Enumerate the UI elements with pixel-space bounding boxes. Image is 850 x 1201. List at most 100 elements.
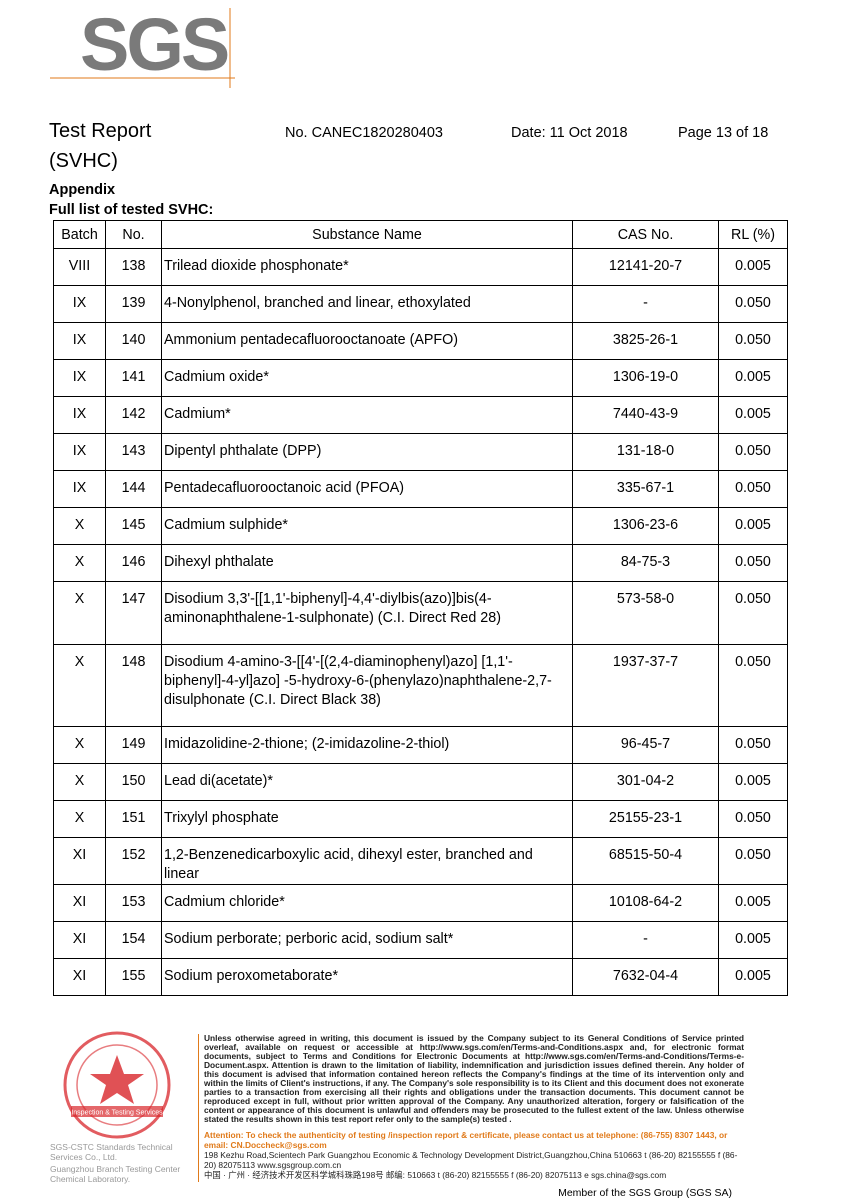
table-row: XI 154 Sodium perborate; perboric acid, so…: [53, 921, 788, 959]
batch-cell: X: [53, 544, 106, 582]
cas-cell: 1306-23-6: [572, 507, 719, 545]
substance-cell: Dipentyl phthalate (DPP): [161, 433, 573, 471]
substance-cell: Sodium peroxometaborate*: [161, 958, 573, 996]
table-header: Batch No. Substance Name CAS No. RL (%): [53, 220, 788, 249]
number-cell: 151: [105, 800, 162, 838]
col-cas: CAS No.: [572, 220, 719, 249]
batch-cell: X: [53, 644, 106, 727]
substance-cell: Disodium 4-amino-3-[[4'-[(2,4-diaminophe…: [161, 644, 573, 727]
substance-cell: 1,2-Benzenedicarboxylic acid, dihexyl es…: [161, 837, 573, 885]
cas-cell: 3825-26-1: [572, 322, 719, 360]
sgs-logo: SGS: [50, 8, 235, 88]
rl-cell: 0.005: [718, 958, 788, 996]
number-cell: 146: [105, 544, 162, 582]
table-row: IX 141 Cadmium oxide* 1306-19-0 0.005: [53, 359, 788, 397]
authenticity-notice: Attention: To check the authenticity of …: [204, 1130, 728, 1150]
rl-cell: 0.050: [718, 433, 788, 471]
footer-divider: [198, 1034, 199, 1182]
table-row: X 147 Disodium 3,3'-[[1,1'-biphenyl]-4,4'-…: [53, 581, 788, 645]
cas-cell: 301-04-2: [572, 763, 719, 801]
rl-cell: 0.050: [718, 800, 788, 838]
substance-cell: Trilead dioxide phosphonate*: [161, 248, 573, 286]
rl-cell: 0.050: [718, 285, 788, 323]
rl-cell: 0.005: [718, 884, 788, 922]
number-cell: 145: [105, 507, 162, 545]
substance-cell: Cadmium*: [161, 396, 573, 434]
cas-cell: 12141-20-7: [572, 248, 719, 286]
rl-cell: 0.050: [718, 470, 788, 508]
company-branch: Guangzhou Branch Testing Center Chemical…: [50, 1164, 181, 1184]
number-cell: 143: [105, 433, 162, 471]
cas-cell: 335-67-1: [572, 470, 719, 508]
table-row: XI 155 Sodium peroxometaborate* 7632-04-4 0.…: [53, 958, 788, 996]
table-row: IX 144 Pentadecafluorooctanoic acid (PFOA)…: [53, 470, 788, 508]
table-row: XI 152 1,2-Benzenedicarboxylic acid, dihex…: [53, 837, 788, 885]
table-row: X 150 Lead di(acetate)* 301-04-2 0.005: [53, 763, 788, 801]
substance-cell: Ammonium pentadecafluorooctanoate (APFO): [161, 322, 573, 360]
cas-cell: 68515-50-4: [572, 837, 719, 885]
batch-cell: X: [53, 581, 106, 645]
cas-cell: 1937-37-7: [572, 644, 719, 727]
cas-cell: 131-18-0: [572, 433, 719, 471]
number-cell: 148: [105, 644, 162, 727]
cas-cell: 10108-64-2: [572, 884, 719, 922]
rl-cell: 0.005: [718, 359, 788, 397]
substance-cell: 4-Nonylphenol, branched and linear, etho…: [161, 285, 573, 323]
company-name: SGS-CSTC Standards Technical Services Co…: [50, 1142, 173, 1162]
cas-cell: -: [572, 921, 719, 959]
report-subtitle: (SVHC): [49, 150, 118, 172]
number-cell: 147: [105, 581, 162, 645]
section-heading: Appendix: [49, 182, 116, 198]
address-chinese: 中国 · 广州 · 经济技术开发区科学城科珠路198号 邮编: 510663 t…: [204, 1170, 667, 1180]
cas-cell: 96-45-7: [572, 726, 719, 764]
substance-cell: Cadmium oxide*: [161, 359, 573, 397]
svhc-table: Batch No. Substance Name CAS No. RL (%) …: [53, 220, 788, 996]
cas-cell: 7440-43-9: [572, 396, 719, 434]
cas-cell: 7632-04-4: [572, 958, 719, 996]
number-cell: 155: [105, 958, 162, 996]
report-number: No. CANEC1820280403: [285, 125, 443, 141]
batch-cell: IX: [53, 396, 106, 434]
rl-cell: 0.005: [718, 396, 788, 434]
col-batch: Batch: [53, 220, 106, 249]
batch-cell: VIII: [53, 248, 106, 286]
rl-cell: 0.005: [718, 248, 788, 286]
table-row: IX 143 Dipentyl phthalate (DPP) 131-18-0 0.0…: [53, 433, 788, 471]
substance-cell: Dihexyl phthalate: [161, 544, 573, 582]
batch-cell: X: [53, 726, 106, 764]
substance-cell: Pentadecafluorooctanoic acid (PFOA): [161, 470, 573, 508]
table-row: X 145 Cadmium sulphide* 1306-23-6 0.005: [53, 507, 788, 545]
table-row: X 151 Trixylyl phosphate 25155-23-1 0.050: [53, 800, 788, 838]
substance-cell: Cadmium sulphide*: [161, 507, 573, 545]
subsection-heading: Full list of tested SVHC:: [49, 202, 214, 218]
col-rl: RL (%): [718, 220, 788, 249]
disclaimer-text: Unless otherwise agreed in writing, this…: [204, 1033, 744, 1124]
batch-cell: IX: [53, 285, 106, 323]
number-cell: 140: [105, 322, 162, 360]
substance-cell: Trixylyl phosphate: [161, 800, 573, 838]
rl-cell: 0.050: [718, 544, 788, 582]
table-row: IX 142 Cadmium* 7440-43-9 0.005: [53, 396, 788, 434]
rl-cell: 0.050: [718, 837, 788, 885]
svg-text:Inspection & Testing Services: Inspection & Testing Services: [71, 1110, 163, 1117]
rl-cell: 0.005: [718, 507, 788, 545]
col-no: No.: [105, 220, 162, 249]
svg-text:SGS: SGS: [80, 8, 228, 86]
number-cell: 154: [105, 921, 162, 959]
rl-cell: 0.050: [718, 726, 788, 764]
number-cell: 150: [105, 763, 162, 801]
batch-cell: IX: [53, 322, 106, 360]
substance-cell: Disodium 3,3'-[[1,1'-biphenyl]-4,4'-diyl…: [161, 581, 573, 645]
batch-cell: IX: [53, 359, 106, 397]
rl-cell: 0.005: [718, 921, 788, 959]
rl-cell: 0.050: [718, 644, 788, 727]
official-stamp: Inspection & Testing Services: [63, 1031, 171, 1139]
number-cell: 142: [105, 396, 162, 434]
batch-cell: IX: [53, 470, 106, 508]
table-row: VIII 138 Trilead dioxide phosphonate* 12141…: [53, 248, 788, 286]
table-row: X 146 Dihexyl phthalate 84-75-3 0.050: [53, 544, 788, 582]
rl-cell: 0.050: [718, 322, 788, 360]
table-row: X 149 Imidazolidine-2-thione; (2-imidazoli…: [53, 726, 788, 764]
number-cell: 144: [105, 470, 162, 508]
